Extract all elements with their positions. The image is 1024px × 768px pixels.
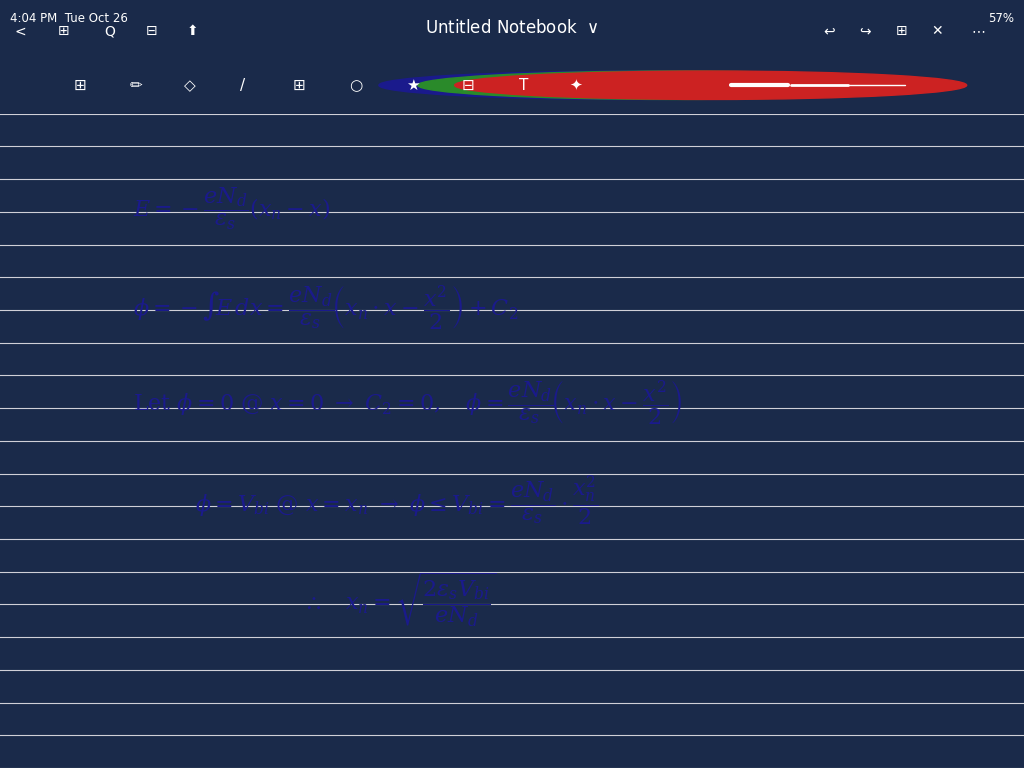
Text: ⋯: ⋯ xyxy=(971,25,985,38)
Text: ⬆: ⬆ xyxy=(186,25,199,38)
Text: ◇: ◇ xyxy=(183,78,196,93)
Text: ⊟: ⊟ xyxy=(145,25,158,38)
Text: ⊟: ⊟ xyxy=(462,78,474,93)
Text: Untitled Notebook  $\vee$: Untitled Notebook $\vee$ xyxy=(425,19,599,38)
Text: ⊞: ⊞ xyxy=(895,25,907,38)
Circle shape xyxy=(455,71,967,100)
Text: ↩: ↩ xyxy=(823,25,836,38)
Text: ★: ★ xyxy=(406,78,420,93)
Text: ↪: ↪ xyxy=(859,25,871,38)
Text: ✕: ✕ xyxy=(931,25,943,38)
Circle shape xyxy=(418,71,930,100)
Text: $E = -\dfrac{eN_d}{\varepsilon_s}(x_n - x)$: $E = -\dfrac{eN_d}{\varepsilon_s}(x_n - … xyxy=(133,185,331,232)
Text: 57%: 57% xyxy=(988,12,1014,25)
Text: $\therefore\quad x_n = \sqrt{\dfrac{2\varepsilon_s V_{bi}}{eN_d}}$: $\therefore\quad x_n = \sqrt{\dfrac{2\va… xyxy=(302,570,497,628)
Text: T: T xyxy=(518,78,528,93)
Text: ✦: ✦ xyxy=(569,78,582,93)
Text: 4:04 PM  Tue Oct 26: 4:04 PM Tue Oct 26 xyxy=(10,12,128,25)
Text: ⊞: ⊞ xyxy=(293,78,305,93)
Text: ⊞: ⊞ xyxy=(74,78,86,93)
Text: <: < xyxy=(14,25,27,38)
Circle shape xyxy=(379,71,891,100)
Text: $\phi = -\int\! E\,dx = \dfrac{eN_d}{\varepsilon_s}\!\left(x_n \cdot x - \dfrac{: $\phi = -\int\! E\,dx = \dfrac{eN_d}{\va… xyxy=(133,283,518,331)
Text: Q: Q xyxy=(104,25,115,38)
Text: $\mathrm{Let}\ \phi = 0\ @\ x{=}0\ \rightarrow\ C_2{=}0,\quad \phi = \dfrac{eN_d: $\mathrm{Let}\ \phi = 0\ @\ x{=}0\ \righ… xyxy=(133,378,682,425)
Text: $\phi = V_{bi}\ @\ x{=}x_n\ \rightarrow\ \phi \leq V_{bi} = \dfrac{eN_d}{\vareps: $\phi = V_{bi}\ @\ x{=}x_n\ \rightarrow\… xyxy=(195,474,598,528)
Text: ○: ○ xyxy=(349,78,361,93)
Text: ✏: ✏ xyxy=(130,78,142,93)
Text: /: / xyxy=(240,78,246,93)
Text: ⊞: ⊞ xyxy=(57,25,70,38)
